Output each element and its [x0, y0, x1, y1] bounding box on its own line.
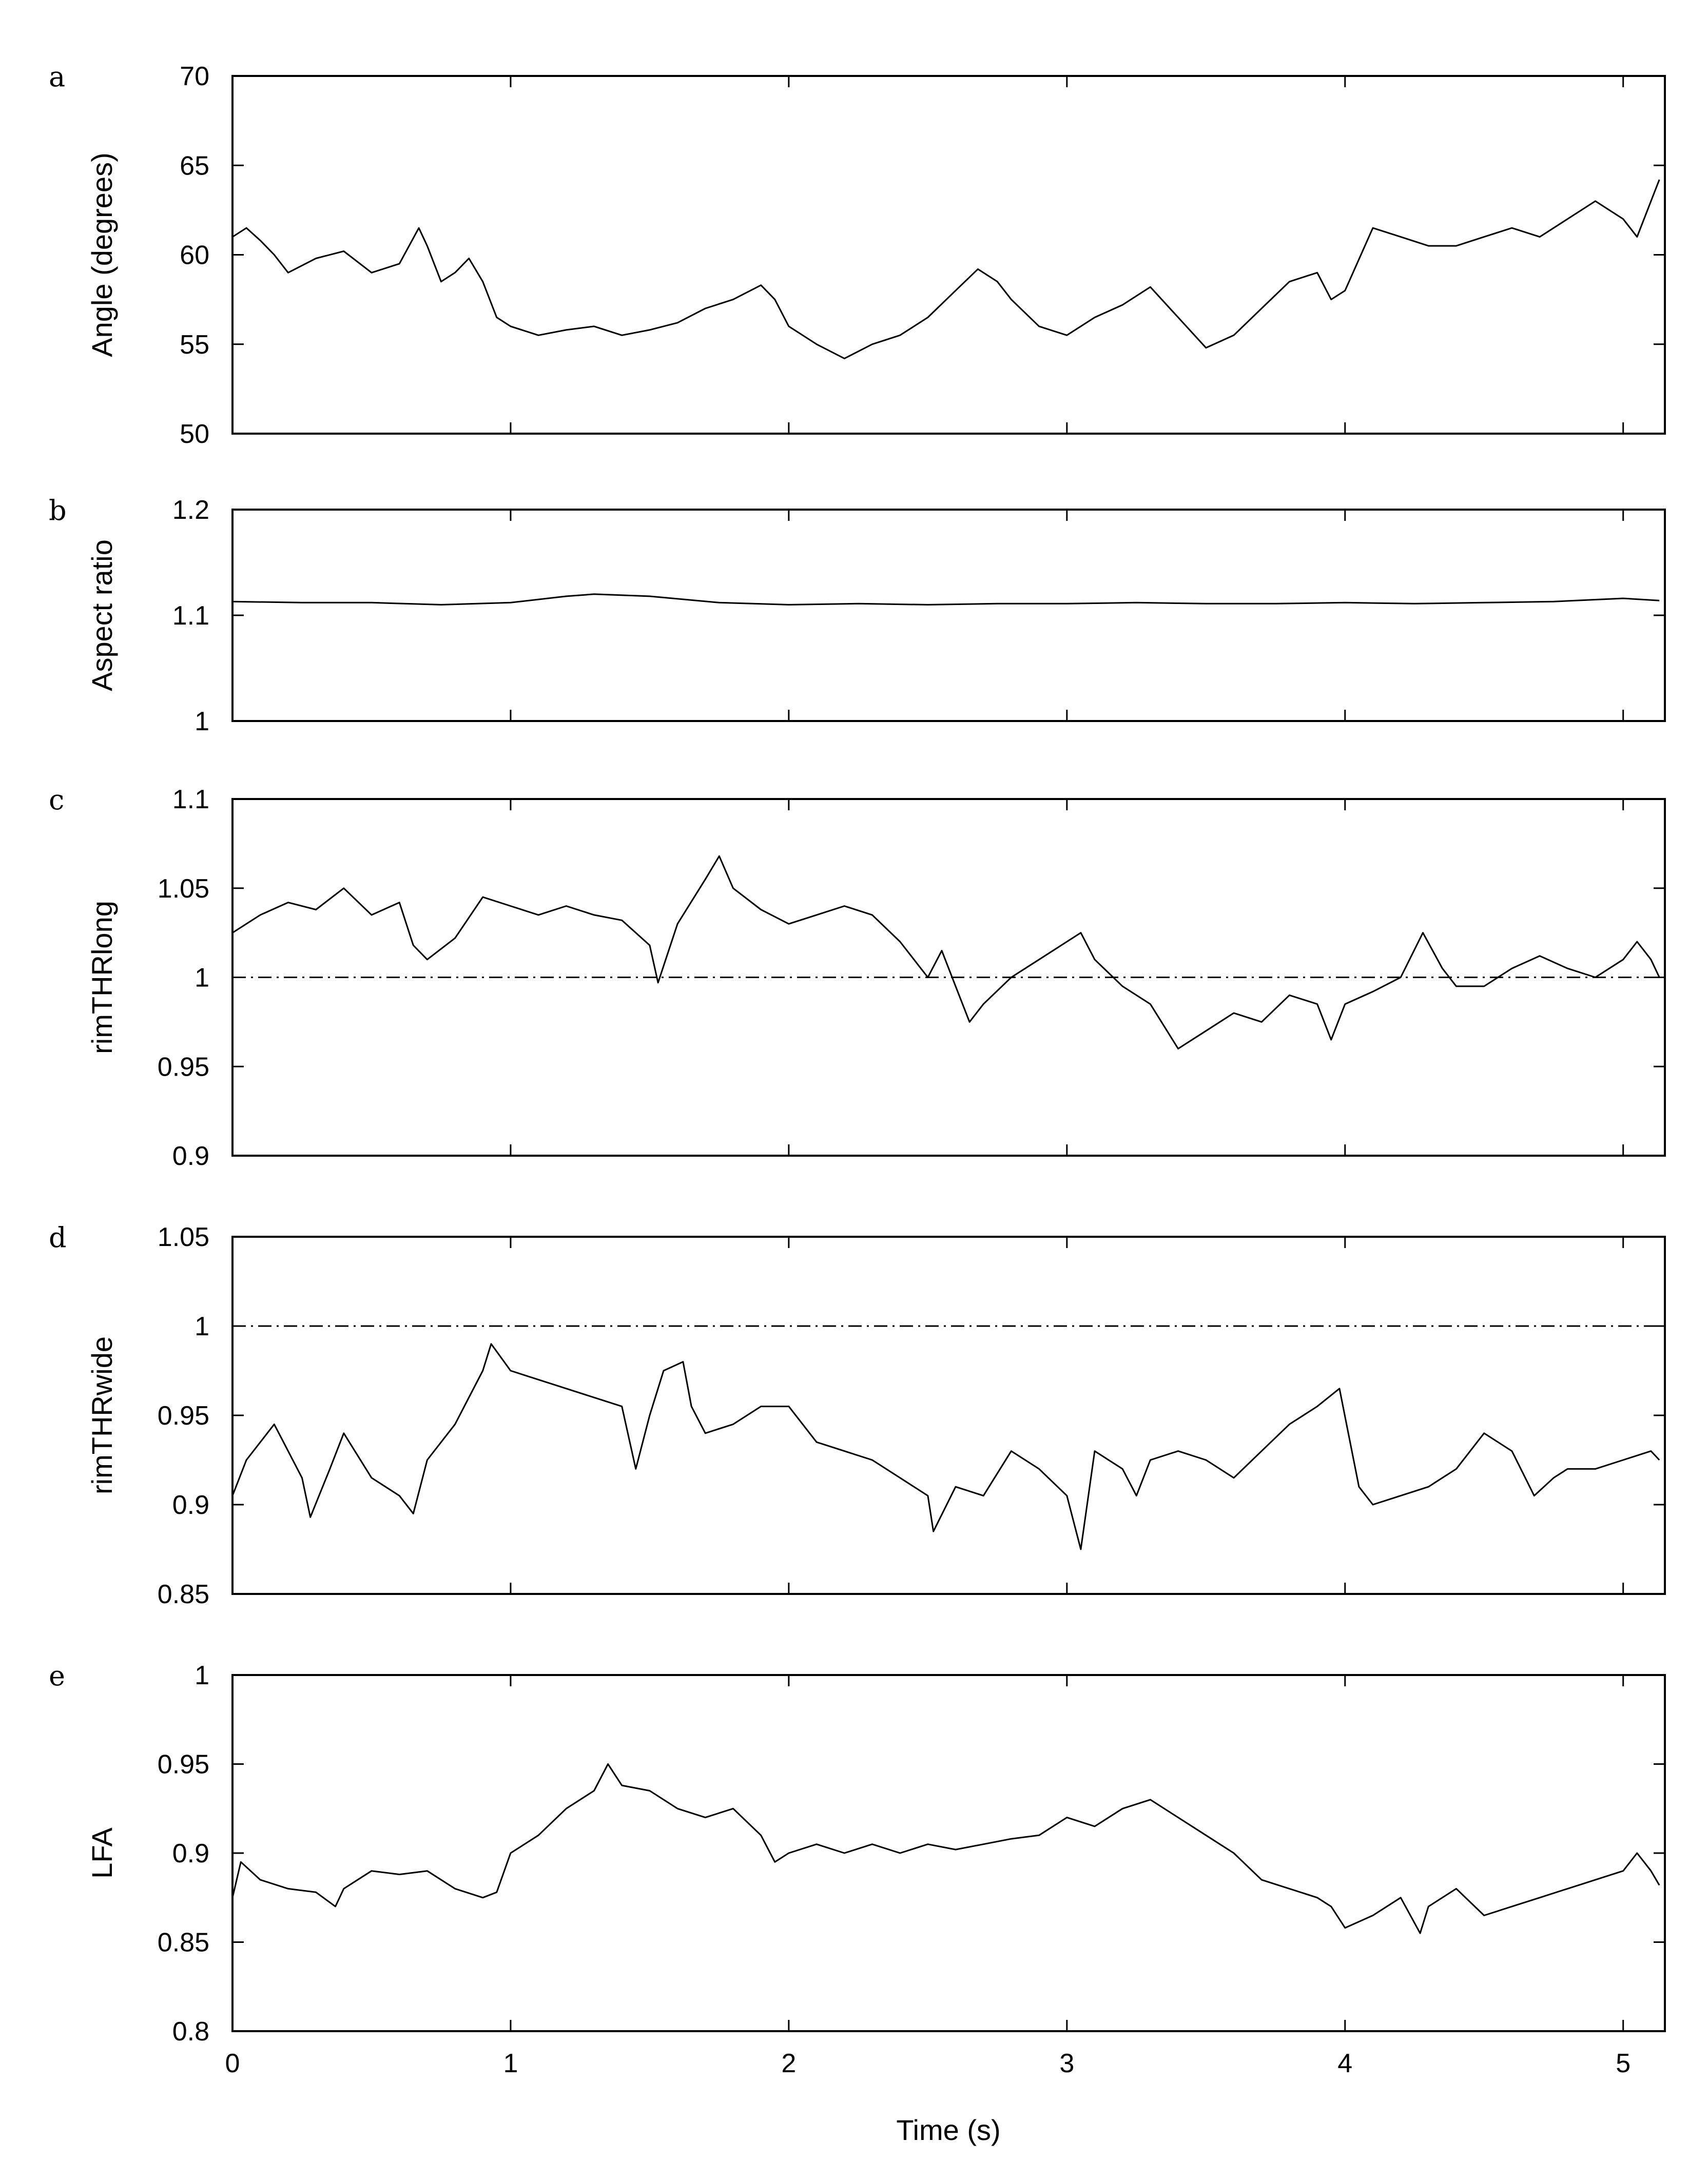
x-tick-label: 0 — [225, 2049, 240, 2078]
panel-letter: d — [49, 1221, 67, 1254]
y-tick-label: 1.1 — [172, 601, 209, 631]
x-tick-label: 4 — [1337, 2049, 1352, 2078]
plot-frame — [231, 1236, 1666, 1595]
y-tick-label: 60 — [180, 241, 209, 270]
y-tick-label: 0.85 — [158, 1928, 209, 1958]
y-axis-label: Angle (degrees) — [86, 152, 118, 357]
y-tick-label: 1.05 — [158, 874, 209, 904]
y-tick-label: 1 — [195, 1312, 209, 1341]
y-tick-label: 1 — [195, 963, 209, 993]
panel-letter: e — [49, 1660, 65, 1692]
x-tick-label: 2 — [781, 2049, 796, 2078]
y-tick-label: 0.95 — [158, 1750, 209, 1780]
y-tick-label: 0.95 — [158, 1401, 209, 1431]
y-tick-label: 55 — [180, 330, 209, 360]
y-axis-label: LFA — [86, 1827, 118, 1879]
series-line — [232, 855, 1660, 1049]
y-tick-label: 0.95 — [158, 1052, 209, 1082]
y-tick-label: 0.8 — [172, 2017, 209, 2047]
panel-letter: a — [49, 61, 65, 93]
y-tick-label: 0.85 — [158, 1580, 209, 1609]
y-tick-label: 1 — [195, 707, 209, 736]
panel-letter: c — [49, 784, 64, 816]
y-tick-label: 0.9 — [172, 1839, 209, 1868]
y-tick-label: 1.2 — [172, 495, 209, 525]
y-tick-label: 1.05 — [158, 1222, 209, 1252]
plot-frame — [231, 1674, 1666, 2032]
y-tick-label: 1.1 — [172, 785, 209, 814]
panel-a: 50 55 60 65 70 Angle (degrees) a — [49, 61, 1666, 449]
y-tick-label: 0.9 — [172, 1490, 209, 1520]
x-axis-label: Time (s) — [896, 2114, 1000, 2146]
panel-b: 1 1.1 1.2 Aspect ratio b — [49, 494, 1666, 736]
panel-letter: b — [49, 494, 67, 527]
x-tick-label: 5 — [1616, 2049, 1631, 2078]
y-axis-label: rimTHRlong — [86, 901, 118, 1054]
panel-d: 0.85 0.9 0.95 1 1.05 rimTHRwide d — [49, 1221, 1666, 1609]
y-tick-label: 65 — [180, 151, 209, 181]
series-line — [232, 593, 1660, 606]
y-tick-label: 1 — [195, 1661, 209, 1690]
series-line — [231, 1343, 1660, 1550]
x-tick-label: 1 — [503, 2049, 518, 2078]
panel-e: 0.8 0.85 0.9 0.95 1 LFA e — [49, 1660, 1666, 2047]
y-axis-label: Aspect ratio — [86, 539, 118, 691]
y-axis-label: rimTHRwide — [86, 1336, 118, 1494]
x-tick-label: 3 — [1059, 2049, 1074, 2078]
y-tick-label: 0.9 — [172, 1141, 209, 1171]
series-line — [232, 179, 1660, 360]
plot-frame — [231, 75, 1666, 435]
plot-frame — [231, 509, 1666, 722]
panel-c: 0.9 0.95 1 1.05 1.1 rimTHRlong c — [49, 784, 1666, 1171]
series-line — [231, 1763, 1660, 1934]
y-tick-label: 50 — [180, 419, 209, 449]
y-tick-label: 70 — [180, 62, 209, 91]
